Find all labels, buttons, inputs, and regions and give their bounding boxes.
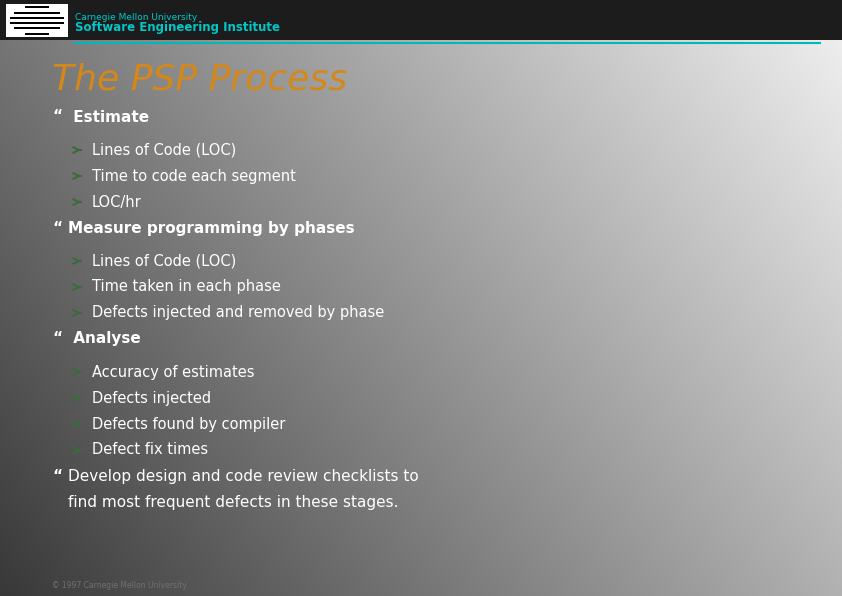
Text: “: “: [52, 331, 62, 346]
Bar: [25, 7, 49, 8]
Bar: [6, 4, 68, 37]
Text: “: “: [52, 468, 62, 483]
Bar: [0, 0, 842, 40]
Text: Accuracy of estimates: Accuracy of estimates: [92, 365, 254, 380]
Text: Defects injected: Defects injected: [92, 390, 211, 405]
Text: Time taken in each phase: Time taken in each phase: [92, 280, 281, 294]
Text: “: “: [52, 110, 62, 125]
Text: Lines of Code (LOC): Lines of Code (LOC): [92, 142, 237, 157]
Text: Develop design and code review checklists to: Develop design and code review checklist…: [68, 468, 418, 483]
Text: “: “: [52, 221, 62, 235]
Bar: [13, 27, 61, 29]
Bar: [13, 12, 61, 14]
Text: The PSP Process: The PSP Process: [52, 62, 347, 96]
Text: find most frequent defects in these stages.: find most frequent defects in these stag…: [68, 495, 398, 510]
Bar: [25, 33, 49, 35]
Text: Carnegie Mellon University: Carnegie Mellon University: [75, 13, 197, 21]
Text: Analyse: Analyse: [68, 331, 141, 346]
Text: © 1997 Carnegie Mellon University: © 1997 Carnegie Mellon University: [52, 582, 187, 591]
Text: Defect fix times: Defect fix times: [92, 442, 208, 458]
Text: Lines of Code (LOC): Lines of Code (LOC): [92, 253, 237, 269]
Text: Measure programming by phases: Measure programming by phases: [68, 221, 354, 235]
Text: Defects found by compiler: Defects found by compiler: [92, 417, 285, 432]
Text: Estimate: Estimate: [68, 110, 149, 125]
Text: Software Engineering Institute: Software Engineering Institute: [75, 21, 280, 35]
Text: Time to code each segment: Time to code each segment: [92, 169, 296, 184]
Bar: [9, 17, 65, 19]
Bar: [9, 22, 65, 24]
Text: Defects injected and removed by phase: Defects injected and removed by phase: [92, 306, 384, 321]
Text: LOC/hr: LOC/hr: [92, 194, 141, 210]
